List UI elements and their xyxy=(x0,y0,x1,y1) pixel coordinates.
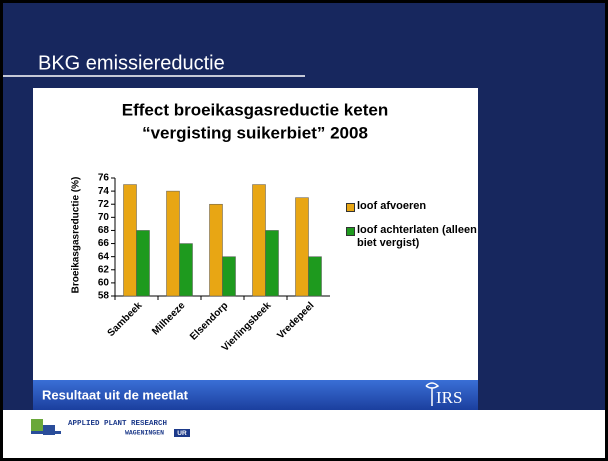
footer-text: Resultaat uit de meetlat xyxy=(42,387,189,402)
y-tick-label: 70 xyxy=(98,212,110,223)
bar xyxy=(265,230,279,297)
footer-strip xyxy=(33,380,478,410)
legend-swatch xyxy=(346,203,355,212)
y-tick-label: 62 xyxy=(98,264,110,275)
org-badge: UR xyxy=(177,430,187,437)
y-axis-label: Broeikasgasreductie (%) xyxy=(71,177,82,294)
legend-entry: loof afvoeren xyxy=(346,200,487,213)
bar xyxy=(166,190,180,297)
org-name: APPLIED PLANT RESEARCH xyxy=(68,420,167,428)
irs-icon xyxy=(425,382,440,406)
chart-title: “vergisting suikerbiet” 2008 xyxy=(142,123,368,142)
bar xyxy=(136,230,150,297)
slide-title: BKG emissiereductie xyxy=(38,52,225,74)
legend-label: loof achterlaten (alleen biet vergist) xyxy=(357,224,477,249)
irs-logo: IRS xyxy=(436,388,462,407)
org-logo-base xyxy=(31,431,61,434)
bar xyxy=(222,256,236,297)
y-tick-label: 60 xyxy=(98,278,110,289)
legend-entry: loof achterlaten (alleen biet vergist) xyxy=(346,224,487,250)
legend-label: loof afvoeren xyxy=(357,200,427,212)
y-tick-label: 66 xyxy=(98,238,110,249)
y-tick-label: 58 xyxy=(98,291,110,302)
y-tick-label: 74 xyxy=(98,186,110,197)
bar xyxy=(123,184,137,297)
org-logo-blue xyxy=(43,425,55,435)
org-badge-box xyxy=(174,429,190,437)
y-tick-label: 64 xyxy=(98,251,110,262)
y-tick-label: 76 xyxy=(98,173,110,184)
legend-swatch xyxy=(346,227,355,236)
org-sub: WAGENINGEN xyxy=(125,430,164,437)
bar xyxy=(252,184,266,297)
bar xyxy=(179,243,193,297)
y-tick-label: 68 xyxy=(98,225,110,236)
org-logo-green xyxy=(31,419,43,431)
y-tick-label: 72 xyxy=(98,199,110,210)
bar xyxy=(209,203,223,297)
bar xyxy=(295,197,309,297)
bar xyxy=(308,256,322,297)
chart-title: Effect broeikasgasreductie keten xyxy=(122,100,388,119)
